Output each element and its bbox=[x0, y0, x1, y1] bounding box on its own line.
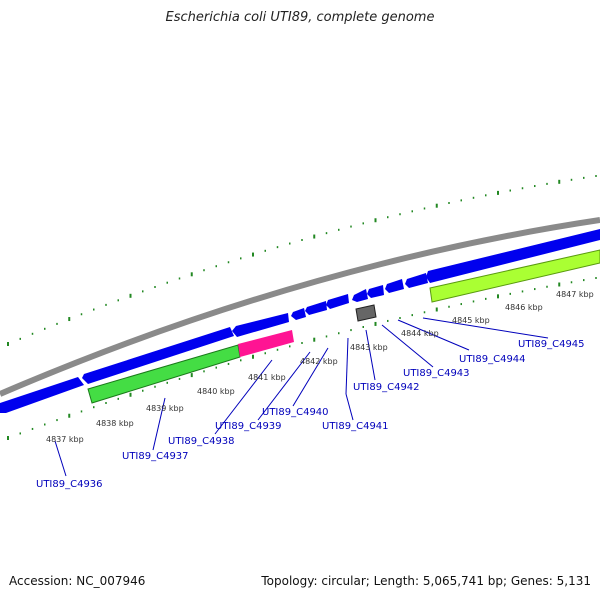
genome-summary-text: Topology: circular; Length: 5,065,741 bp… bbox=[261, 574, 591, 588]
gene-feature-c4937[interactable] bbox=[82, 327, 234, 384]
gene-feature-pink[interactable] bbox=[238, 330, 294, 357]
gene-label-c4937[interactable]: UTI89_C4937 bbox=[122, 451, 189, 462]
inner-tick-ring bbox=[7, 277, 597, 440]
gene-feature-c4942[interactable] bbox=[352, 289, 368, 302]
kbp-label: 4844 kbp bbox=[401, 329, 439, 338]
leader-c4939 bbox=[257, 351, 311, 421]
gene-feature-c4939[interactable] bbox=[291, 308, 306, 320]
gene-labels: UTI89_C4936 UTI89_C4937 UTI89_C4938 UTI8… bbox=[36, 339, 585, 490]
kbp-label: 4842 kbp bbox=[300, 357, 338, 366]
gene-label-c4941[interactable]: UTI89_C4941 bbox=[322, 421, 389, 432]
gene-label-c4939[interactable]: UTI89_C4939 bbox=[215, 421, 282, 432]
kbp-label: 4837 kbp bbox=[46, 435, 84, 444]
leader-c4941 bbox=[345, 337, 349, 395]
leader-c4944 bbox=[397, 319, 470, 351]
gene-feature-c4945a[interactable] bbox=[405, 273, 428, 288]
kbp-label: 4847 kbp bbox=[556, 290, 594, 299]
accession-text: Accession: NC_007946 bbox=[9, 574, 146, 588]
kbp-label: 4838 kbp bbox=[96, 419, 134, 428]
gene-feature-c4945b[interactable] bbox=[426, 229, 600, 283]
gene-feature-gray[interactable] bbox=[355, 304, 377, 322]
gene-label-c4938[interactable]: UTI89_C4938 bbox=[168, 436, 235, 447]
genome-backbone bbox=[0, 217, 600, 397]
leader-c4937 bbox=[152, 397, 166, 451]
kbp-label: 4841 kbp bbox=[248, 373, 286, 382]
gene-features bbox=[0, 229, 600, 413]
leader-c4936 bbox=[54, 440, 67, 477]
kbp-label: 4846 kbp bbox=[505, 303, 543, 312]
gene-feature-c4936[interactable] bbox=[0, 377, 84, 413]
gene-label-c4945[interactable]: UTI89_C4945 bbox=[518, 339, 585, 350]
gene-label-c4942[interactable]: UTI89_C4942 bbox=[353, 382, 420, 393]
gene-feature-c4940[interactable] bbox=[305, 301, 327, 315]
gene-label-c4943[interactable]: UTI89_C4943 bbox=[403, 368, 470, 379]
kbp-labels: 4837 kbp 4838 kbp 4839 kbp 4840 kbp 4841… bbox=[46, 290, 594, 444]
leader-c4941b bbox=[345, 393, 354, 421]
gene-feature-lime[interactable] bbox=[429, 249, 600, 303]
outer-tick-ring bbox=[7, 175, 597, 346]
label-leader-lines bbox=[54, 317, 549, 477]
leader-c4942 bbox=[365, 329, 376, 381]
leader-c4943 bbox=[381, 324, 434, 368]
leader-c4940 bbox=[292, 347, 329, 407]
gene-feature-c4943[interactable] bbox=[367, 285, 384, 298]
gene-feature-c4938[interactable] bbox=[232, 313, 289, 337]
kbp-label: 4839 kbp bbox=[146, 404, 184, 413]
gene-feature-c4944[interactable] bbox=[385, 279, 404, 293]
leader-c4945 bbox=[422, 317, 549, 339]
gene-label-c4936[interactable]: UTI89_C4936 bbox=[36, 479, 103, 490]
gene-label-c4944[interactable]: UTI89_C4944 bbox=[459, 354, 526, 365]
map-title: Escherichia coli UTI89, complete genome bbox=[165, 10, 435, 25]
kbp-label: 4843 kbp bbox=[350, 343, 388, 352]
gene-label-c4940[interactable]: UTI89_C4940 bbox=[262, 407, 329, 418]
kbp-label: 4845 kbp bbox=[452, 316, 490, 325]
kbp-label: 4840 kbp bbox=[197, 387, 235, 396]
gene-feature-c4941[interactable] bbox=[326, 294, 349, 309]
leader-c4938 bbox=[214, 359, 273, 435]
